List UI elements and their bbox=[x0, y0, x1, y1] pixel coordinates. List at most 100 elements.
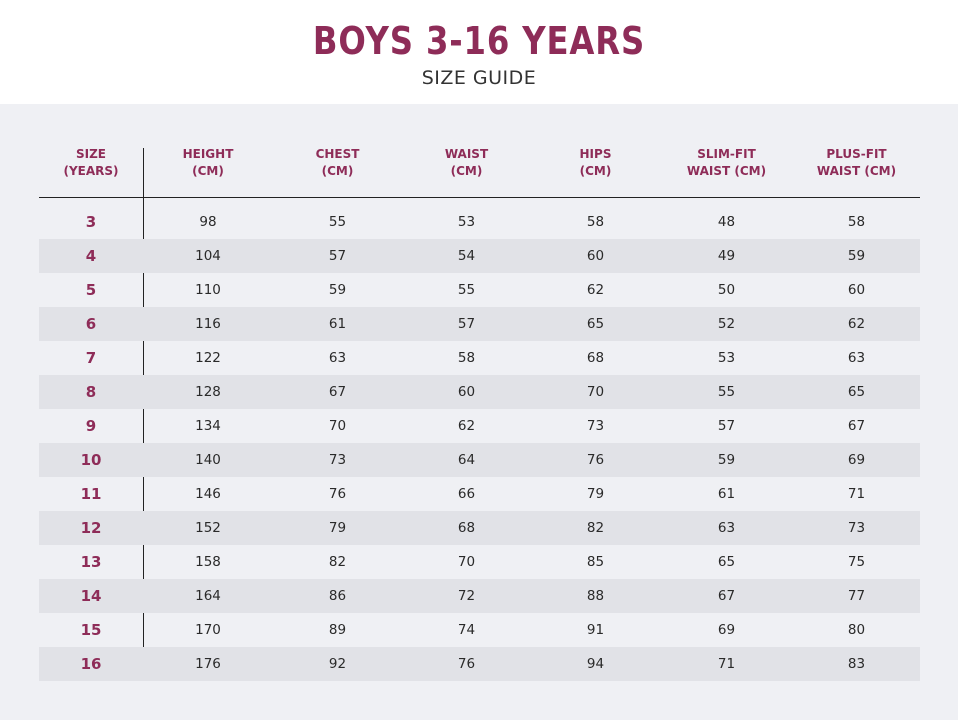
measurement-cell: 59 bbox=[717, 452, 736, 468]
column-header-line1: CHEST bbox=[315, 147, 360, 161]
table-row: 4 104 57 54 60 49 59 bbox=[39, 239, 920, 273]
measurement-cell: 73 bbox=[586, 418, 605, 434]
measurement-cell: 67 bbox=[717, 588, 736, 604]
measurement-cell: 92 bbox=[328, 656, 347, 672]
column-header: WAIST (CM) bbox=[402, 140, 531, 197]
size-cell: 4 bbox=[85, 247, 97, 265]
size-table-panel: SIZE (YEARS) HEIGHT (CM) CHEST (CM) WAIST (CM) H… bbox=[0, 104, 958, 720]
column-header: SIZE (YEARS) bbox=[39, 140, 143, 197]
column-header-line1: WAIST bbox=[444, 147, 489, 161]
size-cell: 7 bbox=[85, 349, 97, 367]
measurement-cell: 77 bbox=[847, 588, 866, 604]
column-header-line1: SLIM-FIT bbox=[697, 147, 756, 161]
measurement-cell: 134 bbox=[195, 418, 221, 434]
measurement-cell: 80 bbox=[847, 622, 866, 638]
measurement-cell: 58 bbox=[457, 350, 476, 366]
measurement-cell: 170 bbox=[195, 622, 221, 638]
measurement-cell: 52 bbox=[717, 316, 736, 332]
column-header: HIPS (CM) bbox=[531, 140, 660, 197]
table-row: 15 170 89 74 91 69 80 bbox=[39, 613, 920, 647]
measurement-cell: 152 bbox=[195, 520, 221, 536]
column-header: HEIGHT (CM) bbox=[143, 140, 273, 197]
size-cell: 9 bbox=[85, 417, 97, 435]
page-title: BOYS 3-16 YEARS bbox=[312, 19, 646, 63]
measurement-cell: 57 bbox=[717, 418, 736, 434]
measurement-cell: 76 bbox=[586, 452, 605, 468]
size-column-divider bbox=[143, 148, 144, 679]
measurement-cell: 61 bbox=[717, 486, 736, 502]
measurement-cell: 116 bbox=[195, 316, 221, 332]
size-cell: 8 bbox=[85, 383, 97, 401]
measurement-cell: 70 bbox=[328, 418, 347, 434]
measurement-cell: 128 bbox=[195, 384, 221, 400]
measurement-cell: 53 bbox=[717, 350, 736, 366]
measurement-cell: 70 bbox=[586, 384, 605, 400]
measurement-cell: 68 bbox=[586, 350, 605, 366]
size-table: SIZE (YEARS) HEIGHT (CM) CHEST (CM) WAIST (CM) H… bbox=[39, 140, 920, 681]
page-header: BOYS 3-16 YEARS SIZE GUIDE bbox=[0, 0, 958, 104]
measurement-cell: 62 bbox=[847, 316, 866, 332]
measurement-cell: 67 bbox=[847, 418, 866, 434]
measurement-cell: 158 bbox=[195, 554, 221, 570]
measurement-cell: 82 bbox=[586, 520, 605, 536]
measurement-cell: 91 bbox=[586, 622, 605, 638]
size-cell: 14 bbox=[80, 587, 102, 605]
measurement-cell: 122 bbox=[195, 350, 221, 366]
size-cell: 6 bbox=[85, 315, 97, 333]
measurement-cell: 79 bbox=[328, 520, 347, 536]
table-row: 12 152 79 68 82 63 73 bbox=[39, 511, 920, 545]
measurement-cell: 65 bbox=[847, 384, 866, 400]
column-header-line2: (CM) bbox=[450, 164, 483, 178]
measurement-cell: 69 bbox=[847, 452, 866, 468]
measurement-cell: 48 bbox=[717, 214, 736, 230]
measurement-cell: 79 bbox=[586, 486, 605, 502]
measurement-cell: 74 bbox=[457, 622, 476, 638]
column-header-line1: HIPS bbox=[579, 147, 612, 161]
column-header: CHEST (CM) bbox=[273, 140, 402, 197]
measurement-cell: 72 bbox=[457, 588, 476, 604]
table-header: SIZE (YEARS) HEIGHT (CM) CHEST (CM) WAIST (CM) H… bbox=[39, 140, 920, 198]
measurement-cell: 63 bbox=[328, 350, 347, 366]
measurement-cell: 59 bbox=[847, 248, 866, 264]
page-subtitle: SIZE GUIDE bbox=[421, 67, 537, 89]
measurement-cell: 83 bbox=[847, 656, 866, 672]
table-row: 11 146 76 66 79 61 71 bbox=[39, 477, 920, 511]
measurement-cell: 86 bbox=[328, 588, 347, 604]
measurement-cell: 73 bbox=[847, 520, 866, 536]
table-row: 3 98 55 53 58 48 58 bbox=[39, 198, 920, 239]
column-header-line1: HEIGHT bbox=[182, 147, 234, 161]
measurement-cell: 62 bbox=[586, 282, 605, 298]
measurement-cell: 55 bbox=[328, 214, 347, 230]
measurement-cell: 57 bbox=[457, 316, 476, 332]
measurement-cell: 62 bbox=[457, 418, 476, 434]
table-row: 13 158 82 70 85 65 75 bbox=[39, 545, 920, 579]
column-header-line2: (CM) bbox=[579, 164, 612, 178]
column-header-line1: SIZE bbox=[75, 147, 106, 161]
measurement-cell: 76 bbox=[457, 656, 476, 672]
measurement-cell: 110 bbox=[195, 282, 221, 298]
measurement-cell: 66 bbox=[457, 486, 476, 502]
size-cell: 16 bbox=[80, 655, 102, 673]
size-cell: 13 bbox=[80, 553, 102, 571]
measurement-cell: 71 bbox=[847, 486, 866, 502]
table-row: 9 134 70 62 73 57 67 bbox=[39, 409, 920, 443]
table-row: 8 128 67 60 70 55 65 bbox=[39, 375, 920, 409]
measurement-cell: 70 bbox=[457, 554, 476, 570]
measurement-cell: 58 bbox=[586, 214, 605, 230]
measurement-cell: 89 bbox=[328, 622, 347, 638]
measurement-cell: 68 bbox=[457, 520, 476, 536]
column-header: PLUS-FIT WAIST (CM) bbox=[793, 140, 920, 197]
measurement-cell: 55 bbox=[457, 282, 476, 298]
measurement-cell: 176 bbox=[195, 656, 221, 672]
measurement-cell: 61 bbox=[328, 316, 347, 332]
size-cell: 3 bbox=[85, 213, 97, 231]
table-row: 10 140 73 64 76 59 69 bbox=[39, 443, 920, 477]
table-row: 6 116 61 57 65 52 62 bbox=[39, 307, 920, 341]
measurement-cell: 53 bbox=[457, 214, 476, 230]
measurement-cell: 164 bbox=[195, 588, 221, 604]
measurement-cell: 60 bbox=[847, 282, 866, 298]
table-row: 7 122 63 58 68 53 63 bbox=[39, 341, 920, 375]
measurement-cell: 60 bbox=[457, 384, 476, 400]
size-cell: 10 bbox=[80, 451, 102, 469]
measurement-cell: 73 bbox=[328, 452, 347, 468]
